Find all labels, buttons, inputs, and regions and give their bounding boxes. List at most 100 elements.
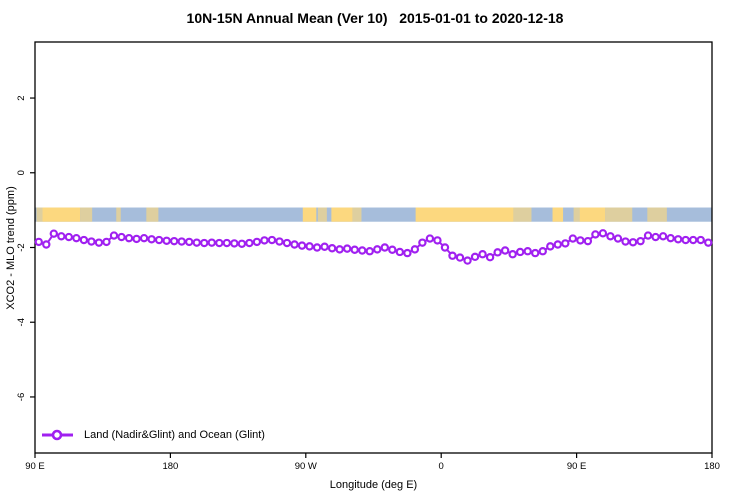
data-point-marker bbox=[704, 238, 713, 247]
data-point-marker bbox=[373, 245, 382, 254]
data-point-marker bbox=[102, 237, 111, 247]
data-point-marker bbox=[470, 252, 480, 262]
data-point-marker bbox=[335, 245, 344, 254]
data-point-marker bbox=[515, 247, 525, 257]
map-band-land-patch bbox=[36, 207, 43, 222]
data-point-marker bbox=[395, 247, 405, 257]
data-point-marker bbox=[282, 238, 292, 248]
data-point-marker bbox=[327, 244, 337, 253]
y-axis-label: XCO2 - MLO trend (ppm) bbox=[5, 186, 17, 310]
data-point-marker bbox=[177, 237, 186, 246]
map-band-land-patch bbox=[302, 207, 317, 222]
x-tick-label: 180 bbox=[162, 461, 178, 472]
map-band-ocean bbox=[35, 207, 712, 222]
data-point-marker bbox=[312, 243, 322, 252]
data-point-marker bbox=[200, 238, 209, 248]
data-point-marker bbox=[666, 233, 675, 243]
data-point-marker bbox=[132, 234, 141, 244]
data-point-marker bbox=[561, 239, 570, 248]
data-point-marker bbox=[583, 236, 593, 246]
data-point-marker bbox=[139, 233, 149, 243]
data-point-marker bbox=[576, 236, 585, 245]
data-point-marker bbox=[478, 250, 487, 259]
data-point-marker bbox=[568, 234, 578, 243]
data-point-marker bbox=[215, 238, 224, 248]
data-point-marker bbox=[591, 230, 600, 239]
map-band-land-patch bbox=[573, 207, 580, 222]
data-point-marker bbox=[546, 242, 555, 251]
map-band-land-patch bbox=[352, 207, 362, 222]
map-band-land-patch bbox=[116, 207, 121, 222]
data-point-marker bbox=[297, 241, 307, 250]
legend: Land (Nadir&Glint) and Ocean (Glint) bbox=[40, 428, 265, 442]
data-point-marker bbox=[57, 232, 66, 241]
data-point-marker bbox=[696, 235, 705, 245]
data-point-marker bbox=[448, 251, 457, 260]
data-point-marker bbox=[628, 238, 638, 247]
data-point-marker bbox=[673, 235, 683, 244]
map-band-land-patch bbox=[579, 207, 606, 222]
data-point-marker bbox=[455, 253, 465, 262]
data-point-marker bbox=[267, 235, 277, 245]
y-tick-label: -4 bbox=[16, 318, 27, 326]
y-tick-label: -2 bbox=[16, 243, 27, 251]
data-point-marker bbox=[169, 236, 179, 246]
data-point-marker bbox=[485, 253, 495, 262]
x-tick-label: 180 bbox=[704, 461, 720, 472]
data-point-marker bbox=[185, 237, 194, 247]
y-tick-label: -6 bbox=[16, 393, 27, 401]
data-point-marker bbox=[440, 243, 450, 252]
data-point-marker bbox=[147, 235, 156, 244]
data-point-marker bbox=[290, 240, 299, 249]
data-point-marker bbox=[230, 239, 239, 248]
data-point-marker bbox=[154, 235, 164, 245]
data-point-marker bbox=[162, 236, 171, 245]
data-point-marker bbox=[342, 244, 352, 253]
map-band-land-patch bbox=[513, 207, 532, 222]
data-point-marker bbox=[463, 256, 472, 265]
data-point-marker bbox=[252, 237, 262, 247]
data-point-marker bbox=[523, 247, 532, 256]
data-point-marker bbox=[222, 238, 232, 248]
data-point-marker bbox=[433, 236, 442, 245]
map-band-land-patch bbox=[647, 207, 667, 222]
data-point-marker bbox=[553, 240, 562, 249]
legend-label: Land (Nadir&Glint) and Ocean (Glint) bbox=[84, 429, 265, 441]
x-tick-label: 0 bbox=[439, 461, 444, 472]
x-axis-label: Longitude (deg E) bbox=[329, 479, 418, 491]
map-band-land-patch bbox=[605, 207, 633, 222]
data-point-marker bbox=[117, 232, 126, 242]
map-band-land-patch bbox=[331, 207, 353, 222]
map-band-land-patch bbox=[415, 207, 514, 222]
data-point-marker bbox=[388, 245, 397, 254]
data-point-marker bbox=[418, 238, 427, 247]
data-point-marker bbox=[275, 237, 284, 246]
data-point-marker bbox=[643, 231, 653, 240]
y-tick-label: 0 bbox=[16, 170, 27, 175]
data-point-marker bbox=[245, 238, 254, 248]
map-band-land-patch bbox=[42, 207, 81, 222]
data-point-marker bbox=[538, 247, 547, 256]
data-point-marker bbox=[621, 237, 630, 246]
legend-open-circle-icon bbox=[51, 429, 63, 441]
data-point-marker bbox=[109, 231, 119, 240]
data-point-marker bbox=[598, 229, 608, 238]
data-point-marker bbox=[531, 248, 540, 258]
map-band-land-patch bbox=[317, 207, 327, 222]
x-tick-label: 90 W bbox=[295, 461, 317, 472]
data-point-marker bbox=[403, 248, 412, 258]
x-tick-label: 90 E bbox=[567, 461, 587, 472]
data-point-marker bbox=[358, 246, 367, 255]
data-point-marker bbox=[365, 247, 374, 256]
data-point-marker bbox=[64, 232, 74, 242]
data-point-marker bbox=[508, 250, 517, 259]
x-tick-label: 90 E bbox=[25, 461, 45, 472]
data-point-marker bbox=[425, 234, 435, 243]
data-point-marker bbox=[192, 238, 201, 247]
data-point-marker bbox=[49, 229, 59, 238]
map-band-land-patch bbox=[80, 207, 93, 222]
map-band-land-patch bbox=[552, 207, 564, 222]
data-point-marker bbox=[305, 242, 314, 251]
